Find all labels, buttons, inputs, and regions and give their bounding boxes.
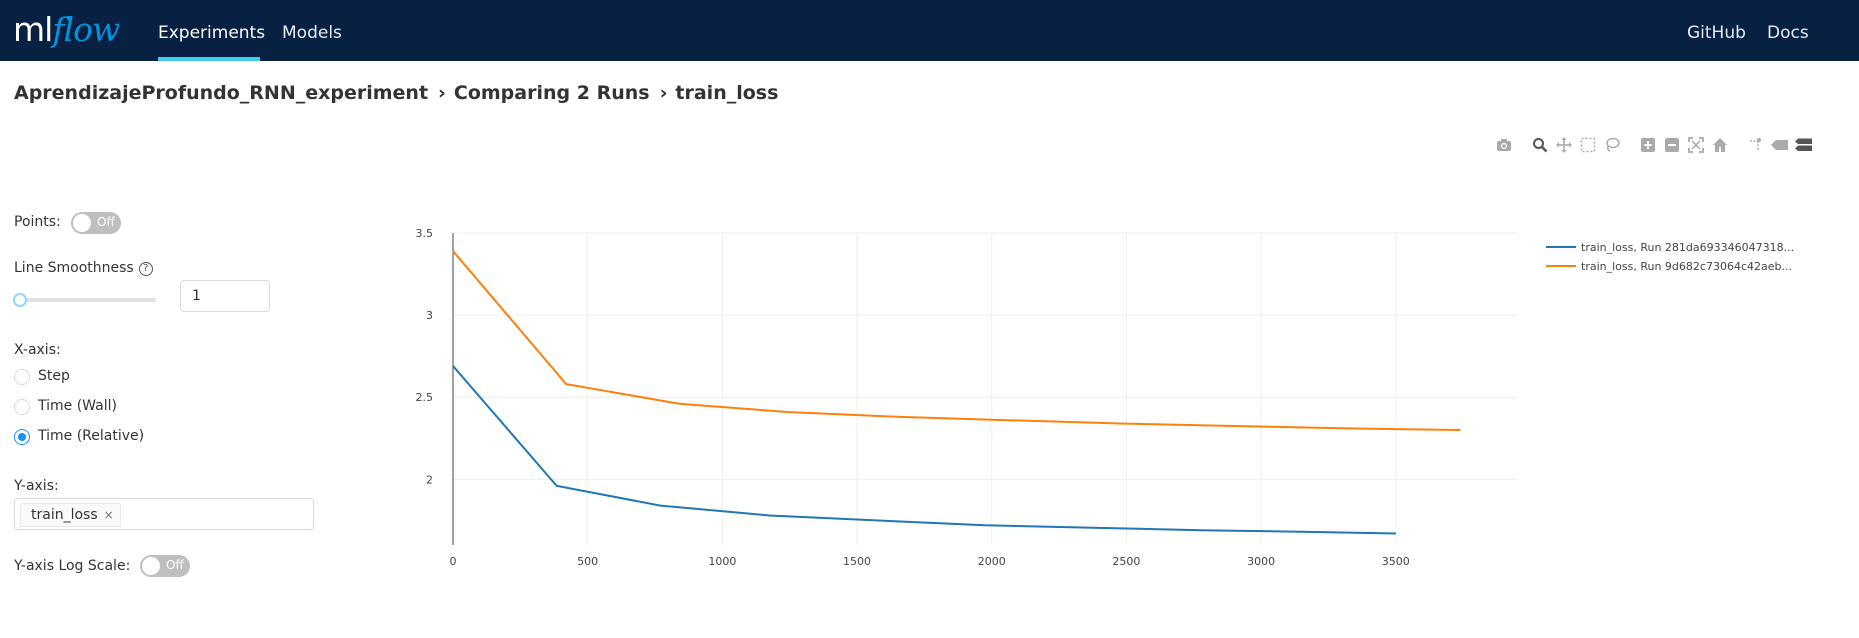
nav-docs[interactable]: Docs: [1767, 23, 1809, 43]
toggle-knob: [142, 557, 160, 575]
log-scale-label: Y-axis Log Scale:: [14, 558, 131, 574]
breadcrumb-experiment[interactable]: AprendizajeProfundo_RNN_experiment: [14, 82, 429, 104]
pan-icon[interactable]: [1554, 135, 1574, 155]
reset-axes-icon[interactable]: [1710, 135, 1730, 155]
nav-models[interactable]: Models: [282, 23, 342, 43]
hover-closest-icon[interactable]: [1770, 135, 1790, 155]
help-icon[interactable]: ?: [138, 262, 153, 276]
x-tick-label: 3500: [1382, 555, 1410, 568]
radio-step[interactable]: [14, 369, 30, 385]
radio-time-wall-label[interactable]: Time (Wall): [38, 398, 117, 414]
yaxis-tag-label: train_loss: [31, 507, 98, 523]
y-tick-label: 3.5: [416, 227, 434, 240]
smoothness-input[interactable]: [180, 280, 270, 312]
smoothness-label: Line Smoothness?: [14, 260, 153, 276]
train-loss-chart[interactable]: 0 500 1000 1500 2000 2500 3000 3500 2 2.5 3 3.5 trai…: [340, 210, 1800, 580]
hover-compare-icon[interactable]: [1794, 135, 1814, 155]
points-label: Points:: [14, 214, 61, 230]
series-line-2[interactable]: [452, 250, 1461, 432]
smoothness-slider-handle[interactable]: [13, 293, 27, 307]
yaxis-tag: train_loss ×: [20, 503, 121, 527]
radio-time-wall[interactable]: [14, 399, 30, 415]
zoom-icon[interactable]: [1530, 135, 1550, 155]
nav-experiments[interactable]: Experiments: [158, 0, 265, 61]
breadcrumb: AprendizajeProfundo_RNN_experiment › Compa…: [14, 82, 778, 104]
top-navbar: mlflow Experiments Models GitHub Docs: [0, 0, 1859, 61]
nav-github[interactable]: GitHub: [1687, 23, 1746, 43]
legend-item-2[interactable]: train_loss, Run 9d682c73064c42aeb...: [1581, 260, 1792, 273]
legend-item-1[interactable]: train_loss, Run 281da693346047318...: [1581, 241, 1794, 254]
y-tick-label: 3: [426, 309, 433, 322]
yaxis-select[interactable]: train_loss ×: [14, 498, 314, 530]
spike-lines-icon[interactable]: [1746, 135, 1766, 155]
breadcrumb-compare[interactable]: Comparing 2 Runs: [453, 82, 650, 104]
toggle-knob: [73, 214, 91, 232]
zoom-in-icon[interactable]: [1638, 135, 1658, 155]
mlflow-logo[interactable]: mlflow: [13, 10, 120, 49]
xaxis-label: X-axis:: [14, 342, 61, 358]
y-tick-label: 2.5: [416, 391, 434, 404]
x-tick-label: 500: [577, 555, 598, 568]
radio-step-label[interactable]: Step: [38, 368, 70, 384]
breadcrumb-metric: train_loss: [675, 82, 779, 104]
x-tick-label: 3000: [1247, 555, 1275, 568]
points-toggle-text: Off: [97, 215, 115, 229]
breadcrumb-chevron-icon: ›: [659, 82, 668, 104]
box-select-icon[interactable]: [1578, 135, 1598, 155]
x-tick-label: 1000: [708, 555, 736, 568]
y-tick-label: 2: [426, 473, 433, 486]
x-tick-label: 0: [450, 555, 457, 568]
breadcrumb-chevron-icon: ›: [438, 82, 446, 104]
yaxis-label: Y-axis:: [14, 478, 59, 494]
log-scale-toggle[interactable]: Off: [140, 555, 190, 577]
points-toggle[interactable]: Off: [71, 212, 121, 234]
series-line-1[interactable]: [452, 365, 1396, 535]
chart-modebar: [1494, 135, 1818, 155]
log-scale-toggle-text: Off: [166, 558, 184, 572]
x-tick-label: 1500: [843, 555, 871, 568]
close-icon[interactable]: ×: [103, 508, 114, 522]
x-tick-label: 2500: [1112, 555, 1140, 568]
radio-time-relative-label[interactable]: Time (Relative): [38, 428, 145, 444]
x-tick-label: 2000: [978, 555, 1006, 568]
zoom-out-icon[interactable]: [1662, 135, 1682, 155]
camera-icon[interactable]: [1494, 135, 1514, 155]
autoscale-icon[interactable]: [1686, 135, 1706, 155]
radio-time-relative[interactable]: [14, 429, 30, 445]
lasso-icon[interactable]: [1602, 135, 1622, 155]
smoothness-slider-track[interactable]: [14, 298, 156, 302]
